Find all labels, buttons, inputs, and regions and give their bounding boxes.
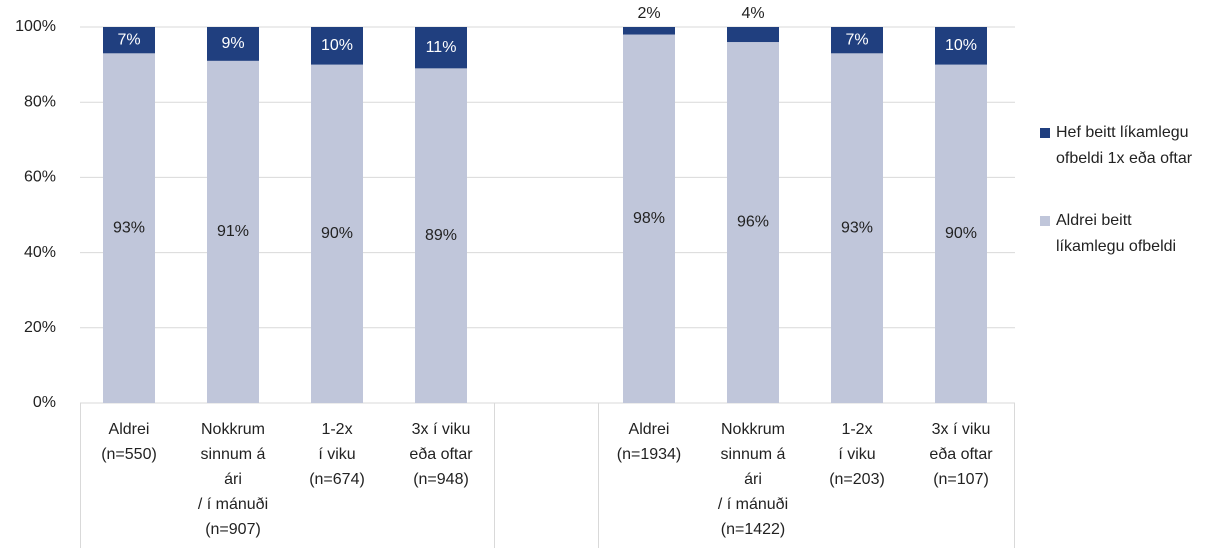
data-label: 4%: [741, 5, 764, 22]
bar-segment: [311, 27, 363, 65]
bar-segment: [727, 42, 779, 403]
group-separators: [80, 403, 1015, 548]
data-label: 93%: [841, 219, 873, 236]
legend-label: Hef beitt líkamlegu ofbeldi 1x eða oftar: [1056, 124, 1193, 167]
bar-segment: [415, 68, 467, 404]
bar-segment: [103, 27, 155, 54]
bar-segment: [935, 64, 987, 403]
bar-segment: [623, 27, 675, 35]
bar-segment: [207, 60, 259, 404]
x-tick-label: Aldrei (n=550): [101, 421, 157, 463]
data-label: 91%: [217, 223, 249, 240]
x-tick-label: 1-2x í viku (n=674): [309, 421, 365, 488]
bar-segment: [623, 34, 675, 404]
bar-segment: [935, 27, 987, 65]
y-tick-label: 0%: [33, 394, 56, 411]
legend-item: Aldrei beitt líkamlegu ofbeldi: [1040, 208, 1196, 260]
data-label: 10%: [945, 37, 977, 54]
data-label: 9%: [221, 35, 244, 52]
bar-segment: [207, 27, 259, 61]
y-tick-label: 60%: [24, 169, 56, 186]
legend-swatch: [1040, 128, 1050, 138]
y-tick-label: 20%: [24, 319, 56, 336]
y-tick-label: 80%: [24, 93, 56, 110]
bar-segment: [415, 27, 467, 69]
y-tick-label: 100%: [15, 18, 56, 35]
legend-item: Hef beitt líkamlegu ofbeldi 1x eða oftar: [1040, 120, 1196, 172]
bar-segment: [831, 53, 883, 403]
legend-swatch: [1040, 216, 1050, 226]
data-label: 7%: [845, 31, 868, 48]
x-tick-label: 3x í viku eða oftar (n=107): [929, 421, 993, 488]
x-tick-label: Aldrei (n=1934): [617, 421, 682, 463]
data-label: 90%: [945, 225, 977, 242]
bar-segment: [727, 27, 779, 43]
legend-label: Aldrei beitt líkamlegu ofbeldi: [1056, 212, 1177, 255]
data-label: 10%: [321, 37, 353, 54]
data-label: 2%: [637, 5, 660, 22]
bar-segment: [311, 64, 363, 403]
data-label: 96%: [737, 214, 769, 231]
x-tick-label: Nokkrum sinnum á ári / í mánuði (n=1422): [718, 421, 788, 538]
data-label: 7%: [117, 31, 140, 48]
data-label: 98%: [633, 210, 665, 227]
data-label: 93%: [113, 219, 145, 236]
x-tick-label: 1-2x í viku (n=203): [829, 421, 885, 488]
bar-segment: [831, 27, 883, 54]
data-label: 89%: [425, 227, 457, 244]
x-tick-label: Nokkrum sinnum á ári / í mánuði (n=907): [198, 421, 268, 538]
y-tick-label: 40%: [24, 244, 56, 261]
bar-segment: [103, 53, 155, 403]
data-label: 11%: [426, 39, 457, 56]
x-tick-label: 3x í viku eða oftar (n=948): [409, 421, 473, 488]
legend: Hef beitt líkamlegu ofbeldi 1x eða oftar…: [1040, 120, 1200, 296]
data-label: 90%: [321, 225, 353, 242]
